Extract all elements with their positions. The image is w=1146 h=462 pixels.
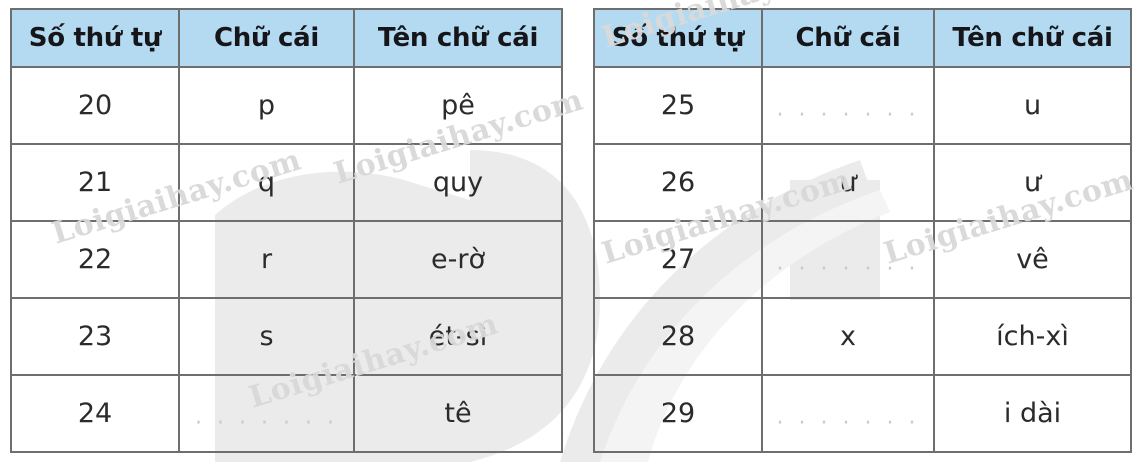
cell-letter-name: i dài xyxy=(933,374,1132,453)
cell-letter-name: tê xyxy=(353,374,563,453)
cell-letter: ư xyxy=(761,143,935,222)
blank-answer-placeholder[interactable]: · · · · · · · xyxy=(776,257,920,282)
cell-letter: · · · · · · · xyxy=(761,374,935,453)
alphabet-table-left: Số thứ tự Chữ cái Tên chữ cái 20 p pê 21 q qu… xyxy=(10,8,563,453)
blank-answer-placeholder[interactable]: · · · · · · · xyxy=(776,103,920,128)
cell-order-number: 28 xyxy=(593,297,763,376)
cell-letter-name: e-rờ xyxy=(353,220,563,299)
table-row: 27 · · · · · · · vê xyxy=(593,220,1132,299)
cell-letter-name: ư xyxy=(933,143,1132,222)
alphabet-table-right: Số thứ tự Chữ cái Tên chữ cái 25 · · · · … xyxy=(593,8,1132,453)
cell-order-number: 29 xyxy=(593,374,763,453)
table-row: 20 p pê xyxy=(10,66,563,145)
cell-letter-name: pê xyxy=(353,66,563,145)
cell-letter: r xyxy=(178,220,355,299)
blank-answer-placeholder[interactable]: · · · · · · · xyxy=(195,411,338,436)
cell-order-number: 26 xyxy=(593,143,763,222)
table-row: 29 · · · · · · · i dài xyxy=(593,374,1132,453)
table-row: 24 · · · · · · · tê xyxy=(10,374,563,453)
cell-letter: s xyxy=(178,297,355,376)
cell-letter: q xyxy=(178,143,355,222)
cell-order-number: 27 xyxy=(593,220,763,299)
blank-answer-placeholder[interactable]: · · · · · · · xyxy=(776,411,920,436)
table-body: 20 p pê 21 q quy 22 r e-rờ 23 s ét-sì 24 · · · · · · … xyxy=(10,66,563,453)
cell-letter: · · · · · · · xyxy=(178,374,355,453)
cell-letter: p xyxy=(178,66,355,145)
column-header-ten-chu-cai: Tên chữ cái xyxy=(933,8,1132,68)
cell-letter-name: u xyxy=(933,66,1132,145)
column-header-so-thu-tu: Số thứ tự xyxy=(10,8,180,68)
table-row: 22 r e-rờ xyxy=(10,220,563,299)
cell-order-number: 22 xyxy=(10,220,180,299)
cell-letter: x xyxy=(761,297,935,376)
cell-letter-name: ích-xì xyxy=(933,297,1132,376)
table-row: 28 x ích-xì xyxy=(593,297,1132,376)
column-header-so-thu-tu: Số thứ tự xyxy=(593,8,763,68)
column-header-ten-chu-cai: Tên chữ cái xyxy=(353,8,563,68)
cell-order-number: 25 xyxy=(593,66,763,145)
cell-order-number: 21 xyxy=(10,143,180,222)
cell-order-number: 23 xyxy=(10,297,180,376)
cell-letter-name: quy xyxy=(353,143,563,222)
cell-order-number: 20 xyxy=(10,66,180,145)
table-row: 26 ư ư xyxy=(593,143,1132,222)
cell-letter: · · · · · · · xyxy=(761,66,935,145)
table-row: 25 · · · · · · · u xyxy=(593,66,1132,145)
table-row: 23 s ét-sì xyxy=(10,297,563,376)
cell-letter-name: ét-sì xyxy=(353,297,563,376)
cell-letter: · · · · · · · xyxy=(761,220,935,299)
table-body: 25 · · · · · · · u 26 ư ư 27 · · · · · · · vê 28 x… xyxy=(593,66,1132,453)
table-header-row: Số thứ tự Chữ cái Tên chữ cái xyxy=(10,8,563,68)
table-row: 21 q quy xyxy=(10,143,563,222)
table-header-row: Số thứ tự Chữ cái Tên chữ cái xyxy=(593,8,1132,68)
cell-order-number: 24 xyxy=(10,374,180,453)
cell-letter-name: vê xyxy=(933,220,1132,299)
column-header-chu-cai: Chữ cái xyxy=(178,8,355,68)
column-header-chu-cai: Chữ cái xyxy=(761,8,935,68)
